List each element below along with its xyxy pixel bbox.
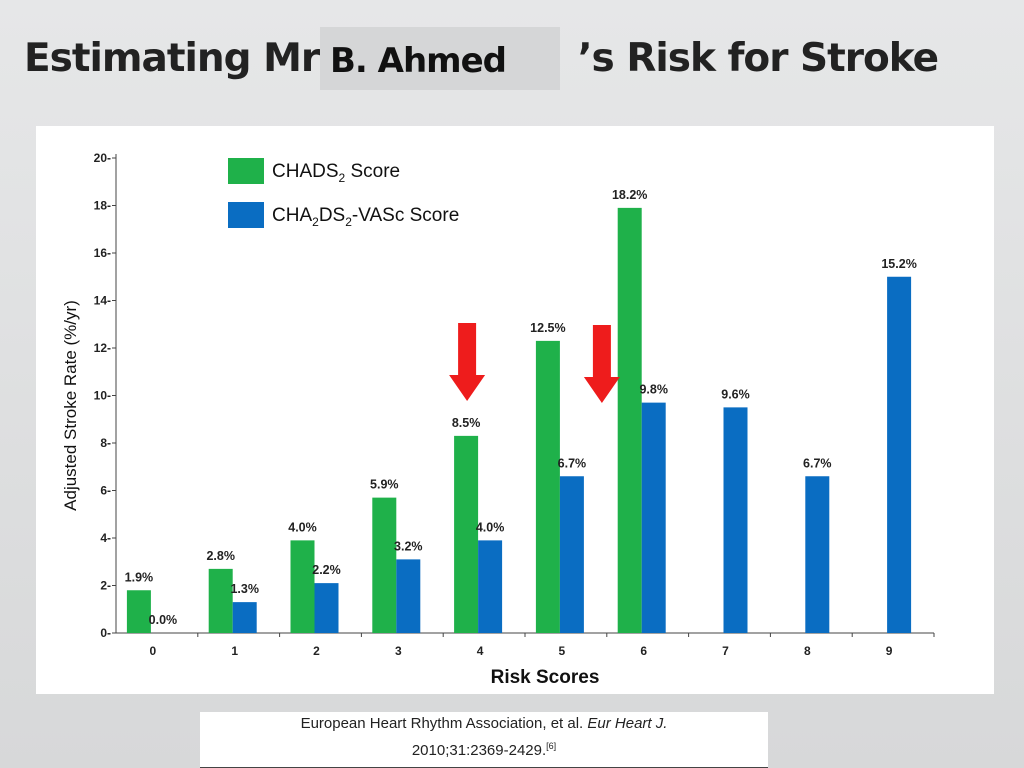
legend-swatch [228, 158, 264, 184]
data-label: 0.0% [149, 613, 178, 627]
y-tick-label: 10- [94, 389, 111, 403]
data-label: 1.3% [230, 582, 259, 596]
bar-chads2-1 [208, 568, 233, 633]
bar-cha2ds2-vasc-1 [232, 602, 257, 633]
y-tick-label: 0- [100, 626, 111, 640]
bar-cha2ds2-vasc-7 [723, 407, 748, 633]
citation-authors: European Heart Rhythm Association, et al… [300, 715, 584, 732]
data-label: 5.9% [370, 478, 399, 492]
x-tick-label: 6 [640, 644, 647, 658]
y-tick-label: 8- [100, 436, 111, 450]
arrow-down-icon [583, 325, 620, 403]
bar-chads2-4 [454, 435, 479, 633]
x-tick-label: 2 [313, 644, 320, 658]
data-label: 9.8% [639, 383, 668, 397]
y-tick-label: 4- [100, 531, 111, 545]
citation-line-1: European Heart Rhythm Association, et al… [200, 713, 768, 735]
bar-chads2-3 [372, 497, 397, 633]
data-label: 1.9% [125, 570, 154, 584]
data-label: 12.5% [530, 321, 565, 335]
patient-name: B. Ahmed [330, 41, 507, 81]
y-tick-label: 2- [100, 579, 111, 593]
bar-cha2ds2-vasc-5 [559, 476, 584, 633]
x-tick-label: 5 [559, 644, 566, 658]
bar-cha2ds2-vasc-2 [314, 583, 339, 633]
y-tick-label: 12- [94, 341, 111, 355]
data-label: 15.2% [881, 257, 916, 271]
y-tick-label: 20- [94, 151, 111, 165]
data-label: 6.7% [558, 456, 587, 470]
x-tick-label: 7 [722, 644, 729, 658]
bar-chads2-6 [617, 207, 642, 633]
data-label: 9.6% [721, 387, 750, 401]
citation-ref: [6] [546, 741, 557, 751]
bar-cha2ds2-vasc-9 [887, 276, 912, 633]
x-axis-title: Risk Scores [491, 667, 600, 688]
data-label: 4.0% [288, 520, 317, 534]
bar-cha2ds2-vasc-8 [805, 476, 830, 633]
x-tick-label: 9 [886, 644, 893, 658]
y-tick-label: 18- [94, 199, 111, 213]
citation: European Heart Rhythm Association, et al… [200, 712, 768, 768]
citation-line-2: 2010;31:2369-2429.[6] [200, 735, 768, 762]
legend-swatch [228, 202, 264, 228]
data-label: 4.0% [476, 520, 505, 534]
slide-title: Estimating Mr_B. Ahmed__’s Risk for Stro… [24, 36, 939, 81]
bar-cha2ds2-vasc-3 [396, 559, 421, 633]
x-tick-label: 1 [231, 644, 238, 658]
chart-panel: 0- 2- 4- 6- 8- 10- 12- 14- 16- 18- 20- 0 1 2 3 4 5 6 7 8 9 Ri… [36, 126, 994, 694]
bar-chads2-2 [290, 540, 315, 633]
legend-label: CHADS2 Score [272, 161, 400, 185]
bar-chads2-0 [126, 590, 151, 633]
arrow-down-icon [449, 323, 486, 401]
stroke-risk-bar-chart: 0- 2- 4- 6- 8- 10- 12- 14- 16- 18- 20- 0 1 2 3 4 5 6 7 8 9 Ri… [61, 151, 935, 688]
citation-journal: Eur Heart J. [587, 715, 668, 732]
x-tick-label: 0 [150, 644, 157, 658]
x-tick-label: 3 [395, 644, 402, 658]
x-tick-label: 8 [804, 644, 811, 658]
legend-label: CHA2DS2-VASc Score [272, 205, 459, 229]
data-label: 2.8% [206, 549, 235, 563]
patient-name-box: B. Ahmed [320, 27, 560, 90]
y-tick-label: 6- [100, 484, 111, 498]
x-tick-label: 4 [477, 644, 484, 658]
citation-details: 2010;31:2369-2429. [411, 742, 547, 759]
y-tick-label: 16- [94, 246, 111, 260]
y-tick-label: 14- [94, 294, 111, 308]
title-prefix: Estimating Mr [24, 36, 320, 81]
title-suffix: ’s Risk for Stroke [577, 36, 939, 81]
data-label: 8.5% [452, 416, 481, 430]
data-label: 3.2% [394, 539, 423, 553]
bar-cha2ds2-vasc-6 [641, 402, 666, 633]
data-label: 6.7% [803, 456, 832, 470]
bar-cha2ds2-vasc-4 [478, 540, 503, 633]
data-label: 2.2% [312, 563, 341, 577]
bar-chads2-5 [535, 340, 560, 633]
y-axis-title: Adjusted Stroke Rate (%/yr) [61, 300, 80, 511]
data-label: 18.2% [612, 188, 647, 202]
